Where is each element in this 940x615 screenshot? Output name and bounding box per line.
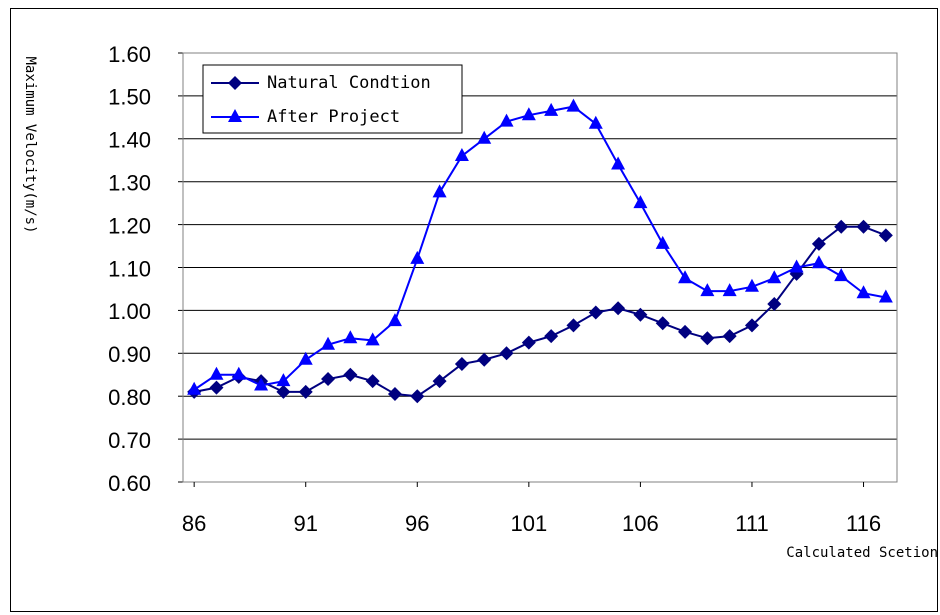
point <box>454 147 469 161</box>
y-tick-label: 1.20 <box>108 213 151 238</box>
point <box>228 76 242 90</box>
y-tick-label: 0.70 <box>108 428 151 453</box>
x-tick-label: 86 <box>182 511 206 536</box>
point <box>678 270 693 284</box>
point <box>655 235 670 249</box>
point <box>343 367 358 382</box>
point <box>521 107 536 121</box>
legend-label: Natural Condtion <box>267 73 431 93</box>
y-tick-label: 0.80 <box>108 385 151 410</box>
y-tick-label: 1.10 <box>108 256 151 281</box>
legend-box <box>202 64 463 134</box>
point <box>298 384 313 399</box>
point <box>321 336 336 350</box>
point <box>588 305 603 320</box>
point <box>744 278 759 292</box>
point <box>566 318 581 333</box>
point <box>767 270 782 284</box>
y-tick-label: 0.90 <box>108 342 151 367</box>
point <box>365 332 380 346</box>
point <box>477 352 492 367</box>
x-tick-label: 106 <box>622 511 659 536</box>
point <box>700 331 715 346</box>
point <box>276 384 291 399</box>
point <box>432 184 447 198</box>
point <box>387 387 402 402</box>
point <box>298 351 313 365</box>
point <box>566 98 581 112</box>
point <box>611 156 626 170</box>
y-tick-label: 1.30 <box>108 171 151 196</box>
point <box>834 219 849 234</box>
x-tick-label: 116 <box>846 511 881 536</box>
point <box>633 307 648 322</box>
point <box>477 130 492 144</box>
point <box>878 289 893 303</box>
point <box>343 330 358 344</box>
point <box>544 102 559 116</box>
point <box>209 380 224 395</box>
point <box>231 366 246 380</box>
point <box>410 250 425 264</box>
plot-area <box>182 52 898 483</box>
y-tick-label: 1.60 <box>108 42 151 67</box>
x-tick-label: 111 <box>735 511 768 536</box>
point <box>789 259 804 273</box>
point <box>678 324 693 339</box>
point <box>611 301 626 316</box>
point <box>387 313 402 327</box>
y-tick-label: 1.50 <box>108 85 151 110</box>
point <box>454 357 469 372</box>
point <box>700 283 715 297</box>
legend-label: After Project <box>267 107 400 127</box>
point <box>811 236 826 251</box>
point <box>811 255 826 269</box>
point <box>499 113 514 127</box>
point <box>432 374 447 389</box>
point <box>521 335 536 350</box>
point <box>767 296 782 311</box>
point <box>722 283 737 297</box>
y-tick-label: 1.00 <box>108 299 151 324</box>
point <box>276 373 291 387</box>
x-tick-label: 91 <box>293 511 317 536</box>
point <box>834 268 849 282</box>
y-axis-title: Maximum Velocity(m/s) <box>22 56 38 233</box>
point <box>321 372 336 387</box>
x-tick-label: 101 <box>510 511 547 536</box>
point <box>744 318 759 333</box>
point <box>365 374 380 389</box>
point <box>633 195 648 209</box>
x-axis-title: Calculated Scetion <box>786 545 938 561</box>
point <box>254 377 269 391</box>
point <box>499 346 514 361</box>
point <box>856 285 871 299</box>
point <box>722 329 737 344</box>
point <box>655 316 670 331</box>
point <box>856 219 871 234</box>
point <box>187 381 202 395</box>
point <box>588 115 603 129</box>
point <box>878 228 893 243</box>
point <box>410 389 425 404</box>
point <box>209 366 224 380</box>
y-tick-label: 0.60 <box>108 471 151 496</box>
point <box>544 329 559 344</box>
x-tick-label: 96 <box>405 511 429 536</box>
y-tick-label: 1.40 <box>108 128 151 153</box>
point <box>228 109 242 122</box>
